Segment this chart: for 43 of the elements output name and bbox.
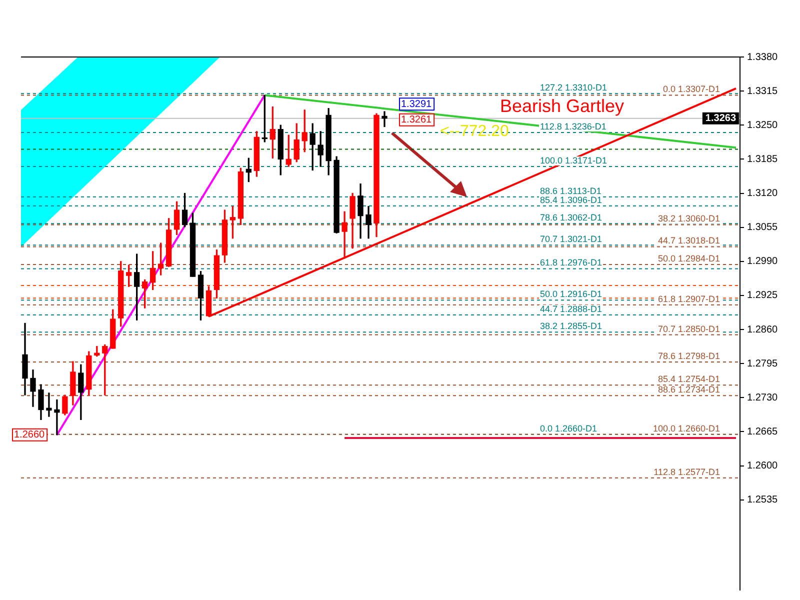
y-tick-label: 1.3380 <box>747 52 778 63</box>
y-tick-label: 1.3315 <box>747 86 778 97</box>
y-tick-label: 1.2665 <box>747 426 778 438</box>
ref-line-label: 112.8 1.2577-D1 <box>654 466 720 477</box>
ref-line-label: 78.6 1.2798-D1 <box>658 351 720 362</box>
ref-line-label: 127.2 1.3310-D1 <box>540 82 608 93</box>
y-tick-label: 1.2860 <box>747 324 778 336</box>
y-tick-label: 1.2795 <box>747 358 778 370</box>
ref-line-label: 70.7 1.3021-D1 <box>540 234 602 244</box>
annotation: <--772.20 <box>440 123 510 140</box>
y-tick-label: 1.3185 <box>747 154 778 165</box>
ref-line-label: 50.0 1.2916-D1 <box>540 289 602 300</box>
ref-line-label: 50.0 1.2984-D1 <box>658 254 720 264</box>
ref-line-label: 70.7 1.2850-D1 <box>658 324 720 334</box>
ref-line-label: 100.0 1.3171-D1 <box>540 156 608 166</box>
y-tick-label: 1.2925 <box>747 290 778 302</box>
ref-line-label: 38.2 1.2855-D1 <box>540 321 602 332</box>
y-tick-label: 1.3055 <box>747 222 778 234</box>
y-tick-label: 1.2730 <box>747 392 778 404</box>
ref-line-label: 1.3263 <box>705 113 736 124</box>
ref-line-label: 100.0 1.2660-D1 <box>652 423 720 434</box>
ref-line-label: 0.0 1.3307-D1 <box>662 84 720 94</box>
y-tick-label: 1.3120 <box>747 188 778 200</box>
ref-line-label: 0.0 1.2660-D1 <box>540 423 598 434</box>
ref-line-label: 85.4 1.2754-D1 <box>658 374 720 384</box>
annotation: 1.3291 <box>401 98 432 110</box>
ref-line-label: 85.4 1.3096-D1 <box>540 194 602 205</box>
ref-line-label: 38.2 1.3060-D1 <box>658 214 720 224</box>
ref-line-label: 112.8 1.3236-D1 <box>540 121 606 132</box>
y-tick-label: 1.3250 <box>747 120 778 131</box>
ref-line-label: 44.7 1.3018-D1 <box>658 236 720 246</box>
y-tick-label: 1.2990 <box>747 256 778 268</box>
ref-line-label: 61.8 1.2907-D1 <box>658 294 720 304</box>
annotation: 1.3261 <box>401 114 432 126</box>
ref-line-label: 61.8 1.2976-D1 <box>540 258 602 268</box>
ref-line-label: 88.6 1.3113-D1 <box>540 186 602 196</box>
ref-line-label: 78.6 1.3062-D1 <box>540 212 602 223</box>
annotation: Bearish Gartley <box>500 96 624 116</box>
ref-line-label: 44.7 1.2888-D1 <box>540 304 602 314</box>
annotation: 1.2660 <box>14 430 46 441</box>
ref-line-label: 88.6 1.2734-D1 <box>658 384 720 395</box>
y-tick-label: 1.2535 <box>747 494 778 506</box>
y-tick-label: 1.2600 <box>747 460 778 472</box>
